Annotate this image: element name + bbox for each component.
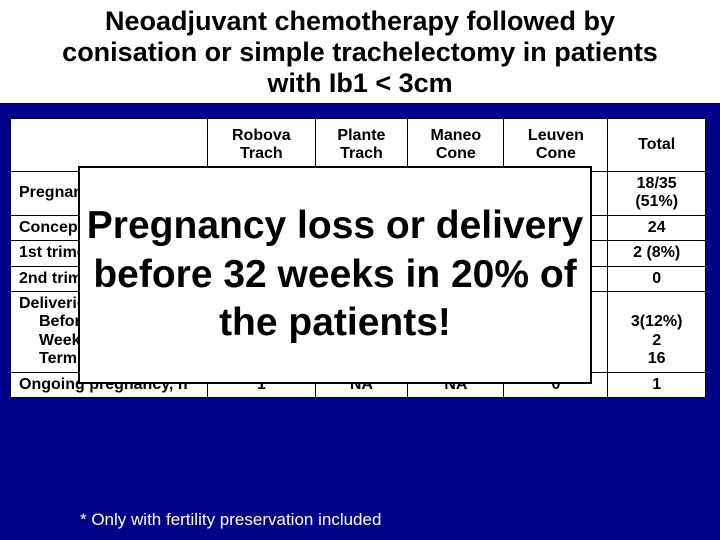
col-blank: [11, 119, 208, 172]
col-plante: Plante Trach: [315, 119, 408, 172]
col-robova: Robova Trach: [208, 119, 316, 172]
cell: 2 (8%): [608, 241, 706, 266]
slide-title: Neoadjuvant chemotherapy followed by con…: [0, 0, 720, 103]
table-header-row: Robova Trach Plante Trach Maneo Cone Leu…: [11, 119, 706, 172]
cell: 18/35 (51%): [608, 172, 706, 216]
col-leuven: Leuven Cone: [504, 119, 608, 172]
col-maneo: Maneo Cone: [408, 119, 504, 172]
col-total: Total: [608, 119, 706, 172]
footnote: * Only with fertility preservation inclu…: [80, 510, 381, 530]
cell: 24: [608, 215, 706, 240]
overlay-text: Pregnancy loss or delivery before 32 wee…: [80, 202, 590, 348]
slide: Neoadjuvant chemotherapy followed by con…: [0, 0, 720, 540]
cell: 0: [608, 266, 706, 291]
overlay-callout: Pregnancy loss or delivery before 32 wee…: [78, 166, 592, 384]
cell: 1: [608, 372, 706, 397]
cell: 3(12%) 2 16: [608, 291, 706, 372]
